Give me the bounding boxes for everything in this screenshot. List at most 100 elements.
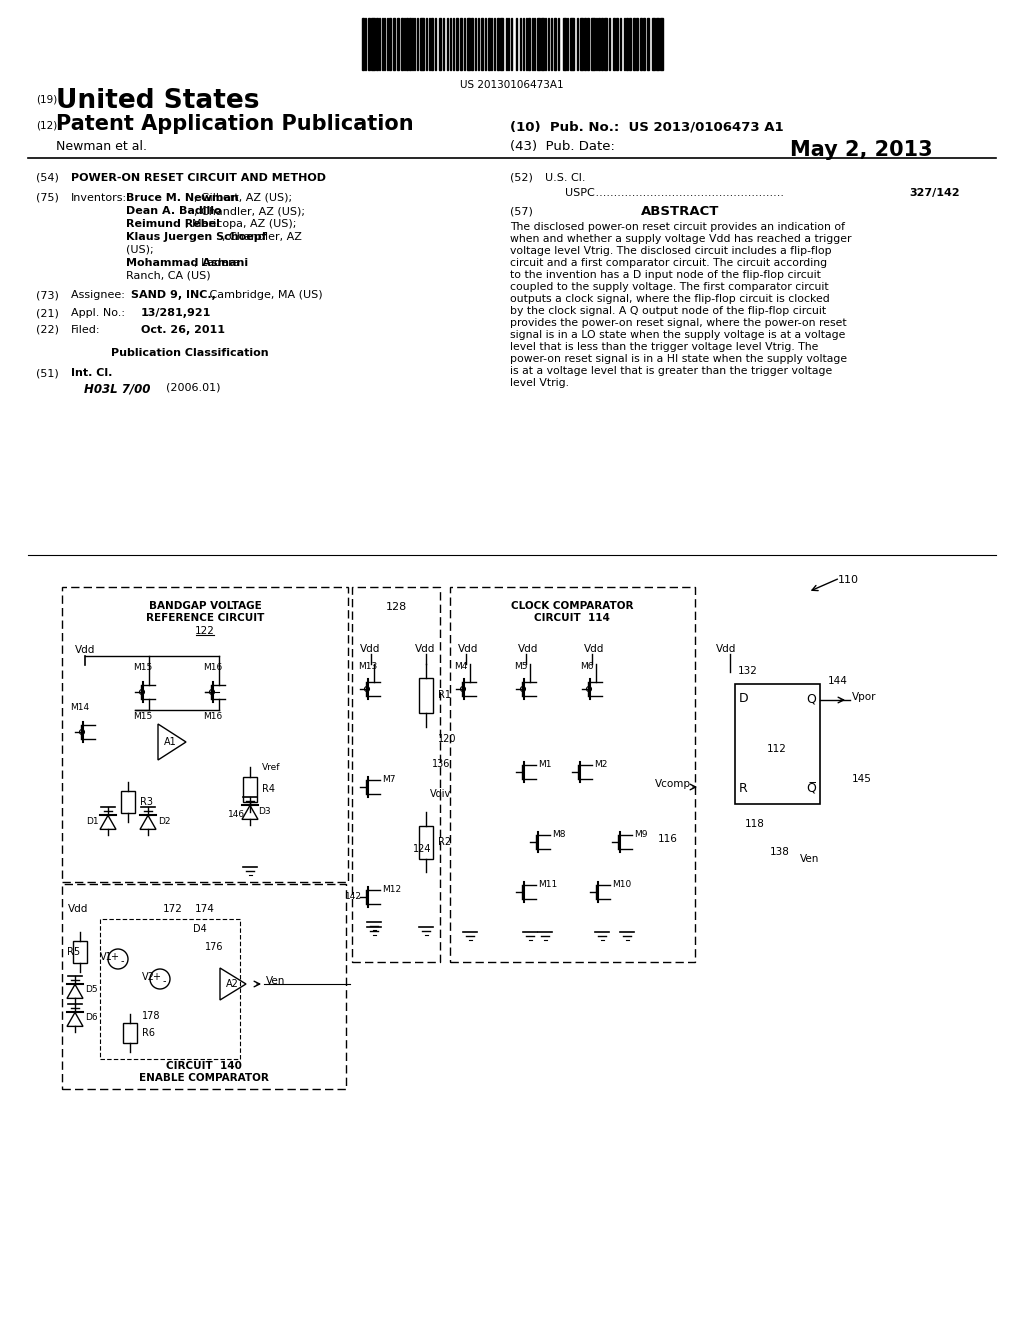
Text: Vdd: Vdd	[716, 644, 736, 653]
Bar	[474, 18, 476, 70]
Text: H03L 7/00: H03L 7/00	[84, 383, 151, 396]
Text: 146: 146	[228, 810, 245, 818]
Bar	[407, 18, 408, 70]
Text: M15: M15	[133, 663, 153, 672]
Bar	[451, 18, 452, 70]
Text: BANDGAP VOLTAGE: BANDGAP VOLTAGE	[148, 601, 261, 611]
Bar	[494, 18, 495, 70]
Bar	[581, 18, 583, 70]
Bar	[62, 587, 348, 882]
Bar	[567, 18, 568, 70]
Text: 176: 176	[205, 942, 223, 952]
Bar	[528, 18, 529, 70]
Bar	[497, 18, 499, 70]
Text: ABSTRACT: ABSTRACT	[641, 205, 719, 218]
Text: Filed:: Filed:	[71, 325, 100, 335]
Bar	[464, 18, 465, 70]
Text: May 2, 2013: May 2, 2013	[790, 140, 933, 160]
Text: 144: 144	[828, 676, 848, 686]
Bar	[516, 18, 517, 70]
Text: 145: 145	[852, 774, 871, 784]
Text: (US);: (US);	[126, 246, 157, 255]
Bar	[412, 18, 413, 70]
Text: D2: D2	[158, 817, 171, 825]
Bar	[243, 777, 257, 801]
Text: Vdd: Vdd	[68, 904, 88, 913]
Bar	[446, 18, 449, 70]
Text: D5: D5	[85, 986, 97, 994]
Text: (75): (75)	[36, 193, 58, 203]
Text: M13: M13	[358, 663, 377, 671]
Text: (57): (57)	[510, 207, 532, 216]
Text: M7: M7	[382, 775, 395, 784]
Text: 172: 172	[163, 904, 183, 913]
Bar	[387, 18, 388, 70]
Text: (51): (51)	[36, 368, 58, 378]
Bar	[626, 18, 628, 70]
Text: coupled to the supply voltage. The first comparator circuit: coupled to the supply voltage. The first…	[510, 282, 828, 292]
Text: by the clock signal. A Q output node of the flip-flop circuit: by the clock signal. A Q output node of …	[510, 306, 826, 315]
Bar	[735, 684, 820, 804]
Text: +: +	[110, 952, 118, 962]
Text: 178: 178	[142, 1011, 161, 1020]
Bar	[643, 18, 645, 70]
Bar	[414, 18, 416, 70]
Text: M14: M14	[70, 704, 89, 711]
Bar	[612, 18, 614, 70]
Bar	[548, 18, 549, 70]
Text: REFERENCE CIRCUIT: REFERENCE CIRCUIT	[145, 612, 264, 623]
Text: Newman et al.: Newman et al.	[56, 140, 147, 153]
Bar	[123, 1023, 137, 1043]
Text: is at a voltage level that is greater than the trigger voltage: is at a voltage level that is greater th…	[510, 366, 833, 376]
Text: 116: 116	[658, 834, 678, 843]
Text: level that is less than the trigger voltage level Vtrig. The: level that is less than the trigger volt…	[510, 342, 818, 352]
Text: provides the power-on reset signal, where the power-on reset: provides the power-on reset signal, wher…	[510, 318, 847, 327]
Text: 138: 138	[770, 847, 790, 857]
Text: Klaus Juergen Schoepf: Klaus Juergen Schoepf	[126, 232, 266, 242]
Text: Mohammad Asmani: Mohammad Asmani	[126, 257, 248, 268]
Bar	[376, 18, 378, 70]
Text: M10: M10	[612, 880, 631, 888]
Bar	[525, 18, 527, 70]
Text: (54): (54)	[36, 173, 58, 183]
Text: (19): (19)	[36, 95, 57, 106]
Bar	[460, 18, 462, 70]
Text: circuit and a first comparator circuit. The circuit according: circuit and a first comparator circuit. …	[510, 257, 827, 268]
Text: D4: D4	[193, 924, 207, 935]
Text: Patent Application Publication: Patent Application Publication	[56, 114, 414, 135]
Text: SAND 9, INC.,: SAND 9, INC.,	[131, 290, 216, 300]
Text: 327/142: 327/142	[909, 187, 961, 198]
Bar	[426, 18, 427, 70]
Text: Ven: Ven	[800, 854, 819, 865]
Text: R1: R1	[438, 690, 451, 701]
Text: Int. Cl.: Int. Cl.	[71, 368, 113, 378]
Text: United States: United States	[56, 88, 259, 114]
Bar	[591, 18, 595, 70]
Text: voltage level Vtrig. The disclosed circuit includes a flip-flop: voltage level Vtrig. The disclosed circu…	[510, 246, 831, 256]
Text: (10)  Pub. No.:  US 2013/0106473 A1: (10) Pub. No.: US 2013/0106473 A1	[510, 120, 783, 133]
Text: M2: M2	[594, 760, 607, 770]
Bar	[435, 18, 436, 70]
Bar	[636, 18, 638, 70]
Bar	[584, 18, 586, 70]
Text: when and whether a supply voltage Vdd has reached a trigger: when and whether a supply voltage Vdd ha…	[510, 234, 852, 244]
Text: 128: 128	[385, 602, 407, 612]
Text: outputs a clock signal, where the flip-flop circuit is clocked: outputs a clock signal, where the flip-f…	[510, 294, 829, 304]
Bar	[604, 18, 607, 70]
Text: V2: V2	[142, 972, 155, 982]
Text: M8: M8	[552, 830, 565, 840]
Bar	[365, 18, 367, 70]
Bar	[431, 18, 433, 70]
Bar	[471, 18, 473, 70]
Bar	[352, 587, 440, 962]
Bar	[368, 18, 370, 70]
Bar	[520, 18, 521, 70]
Text: USPC: USPC	[565, 187, 595, 198]
Bar	[601, 18, 602, 70]
Text: A1: A1	[164, 737, 177, 747]
Text: Q: Q	[806, 693, 816, 705]
Bar	[100, 919, 240, 1059]
Bar	[538, 18, 540, 70]
Text: M1: M1	[538, 760, 552, 770]
Text: 132: 132	[738, 667, 758, 676]
